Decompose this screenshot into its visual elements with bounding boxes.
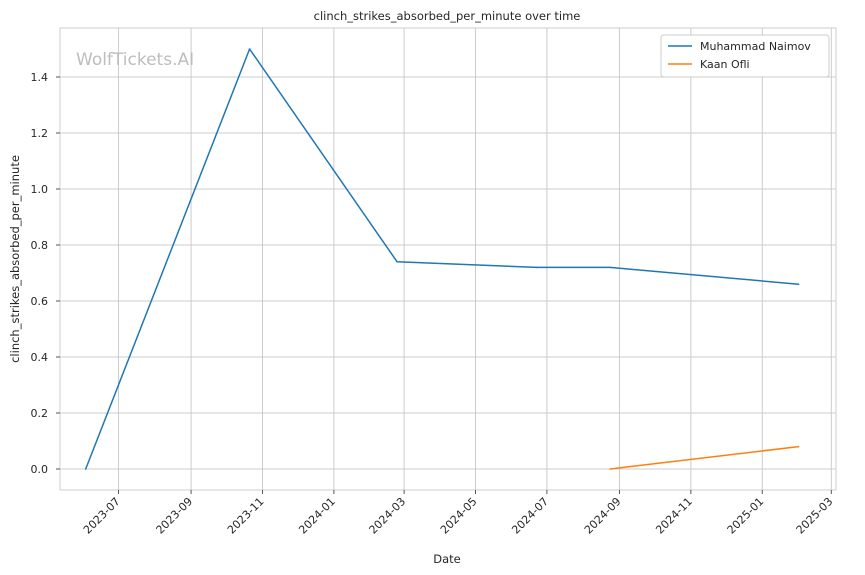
series-1-point <box>248 48 251 50</box>
series-2-point <box>797 445 800 448</box>
series-1-point <box>396 261 398 263</box>
watermark-text: WolfTickets.AI <box>76 50 194 70</box>
legend-box <box>660 34 830 78</box>
legend: Muhammad Naimov Kaan Ofli <box>660 34 830 78</box>
y-tick-label: 0.4 <box>31 351 49 364</box>
y-tick-label: 1.2 <box>31 127 49 140</box>
x-axis-label: Date <box>433 552 461 566</box>
series-line-1 <box>85 48 799 470</box>
y-tick-labels: 0.0 0.2 0.4 0.6 0.8 1.0 1.2 1.4 <box>31 71 60 476</box>
series-1-point <box>797 283 800 286</box>
y-axis-label: clinch_strikes_absorbed_per_minute <box>8 155 22 363</box>
y-tick-label: 1.0 <box>31 183 49 196</box>
series-1-point <box>609 266 611 269</box>
series-1-point <box>84 468 87 470</box>
y-gridlines <box>60 76 836 470</box>
y-tick-label: 0.2 <box>31 407 49 420</box>
series-line-2 <box>610 445 799 470</box>
series-2-point <box>609 468 611 470</box>
series-layer <box>84 48 800 470</box>
y-tick-label: 0.8 <box>31 239 49 252</box>
series-1-point <box>535 266 538 269</box>
plot-frame <box>59 27 837 491</box>
y-tick-label: 0.6 <box>31 295 49 308</box>
legend-label-1: Muhammad Naimov <box>700 40 811 53</box>
chart-title: clinch_strikes_absorbed_per_minute over … <box>314 9 581 23</box>
legend-label-2: Kaan Ofli <box>700 58 750 71</box>
y-tick-label: 0.0 <box>31 463 49 476</box>
y-tick-label: 1.4 <box>31 71 49 84</box>
